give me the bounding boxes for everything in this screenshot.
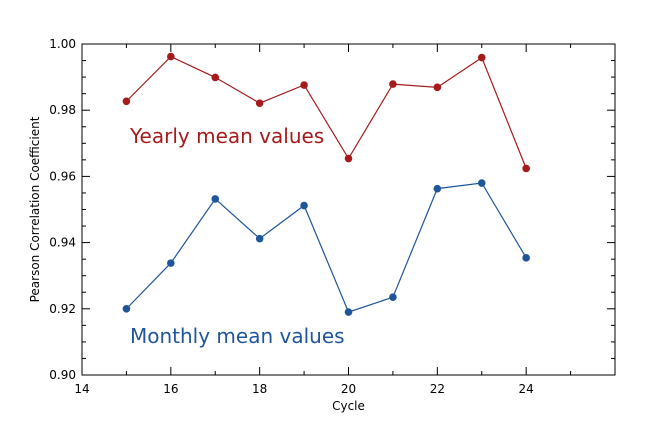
yearly-series-line [125,55,527,169]
monthly-series-label: Monthly mean values [130,324,345,348]
yearly-data-point [255,99,264,108]
x-tick-label: 16 [163,382,178,396]
yearly-data-point [522,164,530,173]
monthly-data-point [389,293,397,302]
yearly-data-point [433,83,442,92]
monthly-data-point [433,184,442,193]
y-tick-label: 0.94 [49,236,76,250]
x-axis: 14 16 18 20 22 24 [74,44,616,396]
monthly-data-point [344,308,353,316]
monthly-data-point [167,259,175,267]
y-tick-label: 0.96 [49,169,76,183]
yearly-series-label: Yearly mean values [129,124,324,148]
x-tick-label: 24 [519,382,534,396]
y-axis: 0.90 0.92 0.94 0.96 0.98 1.00 [49,37,615,382]
yearly-data-point [122,97,131,106]
y-tick-label: 0.90 [49,368,76,382]
y-tick-label: 1.00 [49,37,76,51]
yearly-data-point [300,81,308,89]
monthly-data-point [255,234,264,243]
yearly-data-point [477,53,486,62]
yearly-data-point [344,154,353,163]
monthly-data-point [211,195,220,203]
x-tick-label: 14 [74,382,89,396]
monthly-data-point [522,254,530,262]
monthly-data-point [300,201,308,210]
yearly-data-point [211,73,220,82]
monthly-data-point [477,179,486,187]
y-tick-label: 0.92 [49,302,76,316]
y-axis-title: Pearson Correlation Coefficient [28,116,42,302]
x-tick-label: 20 [341,382,356,396]
x-axis-title: Cycle [332,399,365,413]
x-tick-label: 18 [252,382,267,396]
monthly-series-line [125,182,527,313]
yearly-data-point [389,80,397,88]
yearly-data-point [167,52,175,61]
series-layer [122,52,530,316]
y-tick-label: 0.98 [49,103,76,117]
monthly-data-point [122,305,131,313]
x-tick-label: 22 [430,382,445,396]
